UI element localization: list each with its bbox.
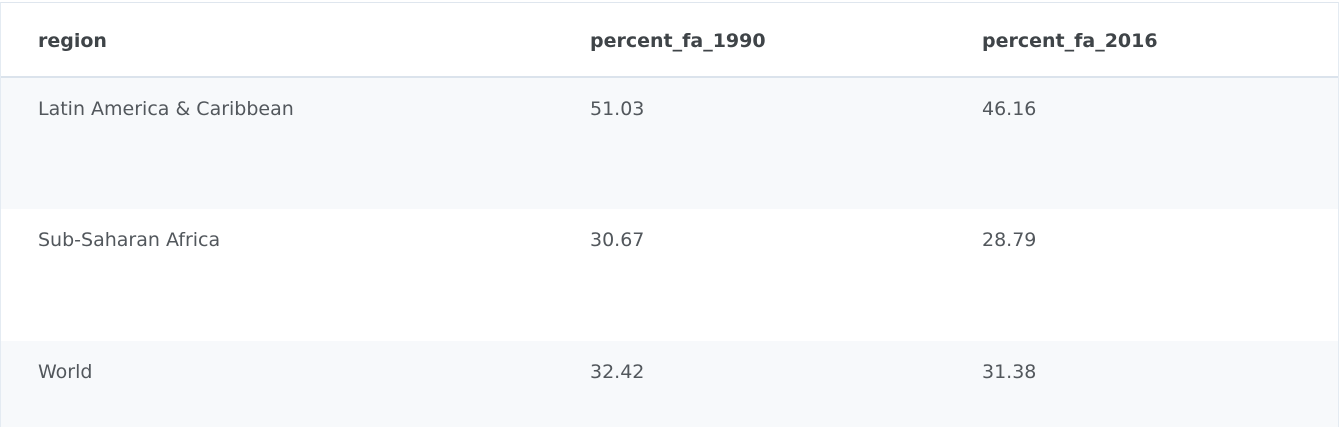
table-row: Latin America & Caribbean 51.03 46.16 [1, 77, 1338, 209]
cell-percent-fa-2016: 46.16 [982, 98, 1037, 120]
column-header-percent-fa-1990[interactable]: percent_fa_1990 [590, 29, 766, 52]
cell-percent-fa-1990: 51.03 [590, 98, 645, 120]
table-header-row: region percent_fa_1990 percent_fa_2016 [1, 3, 1338, 77]
cell-percent-fa-1990: 30.67 [590, 229, 645, 251]
cell-percent-fa-2016: 31.38 [982, 361, 1037, 383]
cell-region: World [38, 361, 93, 383]
data-table: region percent_fa_1990 percent_fa_2016 L… [1, 3, 1338, 427]
cell-region: Latin America & Caribbean [38, 98, 294, 120]
table-row: World 32.42 31.38 [1, 341, 1338, 427]
column-header-percent-fa-2016[interactable]: percent_fa_2016 [982, 29, 1158, 52]
column-header-region[interactable]: region [38, 29, 107, 52]
cell-region: Sub-Saharan Africa [38, 229, 221, 251]
cell-percent-fa-2016: 28.79 [982, 229, 1037, 251]
cell-percent-fa-1990: 32.42 [590, 361, 645, 383]
table-row: Sub-Saharan Africa 30.67 28.79 [1, 209, 1338, 341]
